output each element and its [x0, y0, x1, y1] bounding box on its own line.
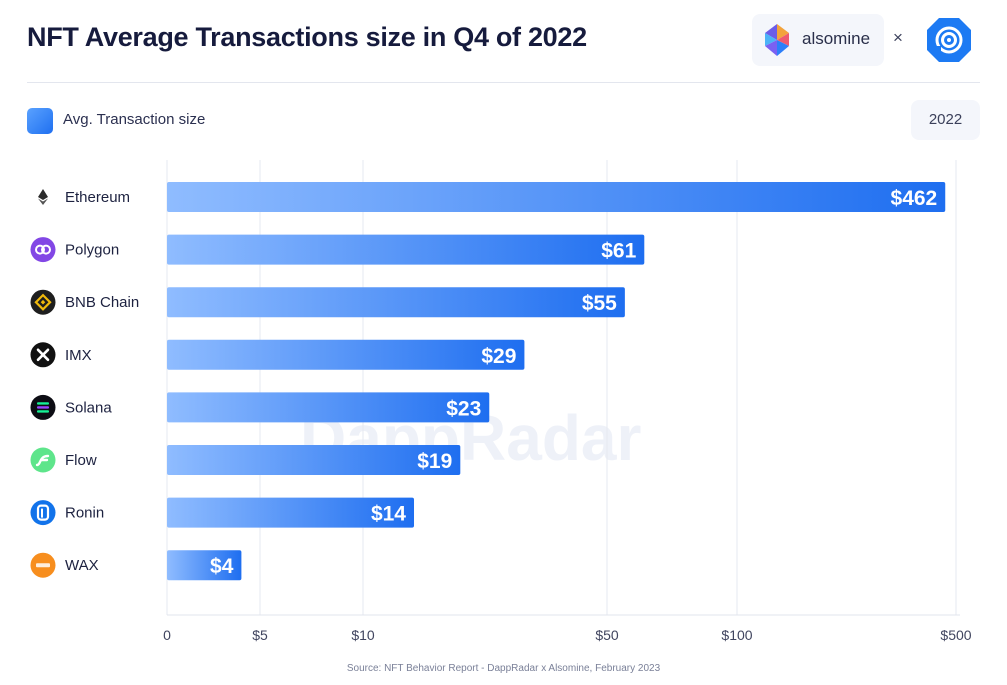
- bar-row: Solana $23: [30, 392, 490, 423]
- bar[interactable]: [167, 550, 242, 581]
- bar-row: Ethereum $462: [38, 182, 946, 212]
- bar-value-label: $4: [210, 555, 234, 578]
- x-tick-label: $50: [595, 627, 619, 643]
- bar-value-label: $23: [446, 397, 481, 420]
- alsomine-brand: alsomine: [752, 14, 884, 66]
- alsomine-logo-icon: [765, 24, 789, 56]
- bar-row: Ronin $14: [30, 497, 415, 528]
- bar[interactable]: [167, 497, 415, 528]
- x-tick-label: $5: [252, 627, 268, 643]
- chart-title: NFT Average Transactions size in Q4 of 2…: [27, 22, 587, 52]
- bar-row: Polygon $61: [30, 234, 645, 265]
- bar-value-label: $55: [582, 292, 617, 315]
- x-tick-label: $500: [940, 627, 971, 643]
- solana-icon: [30, 394, 56, 420]
- category-label: Flow: [65, 452, 97, 469]
- bar[interactable]: [167, 445, 461, 475]
- bar-value-label: $29: [481, 345, 516, 368]
- header-divider: [27, 82, 980, 83]
- bar-row: Flow $19: [30, 445, 461, 475]
- legend-label: Avg. Transaction size: [63, 111, 206, 128]
- dappradar-logo-icon: [927, 18, 971, 62]
- category-label: WAX: [65, 557, 99, 574]
- category-label: Ronin: [65, 505, 104, 522]
- category-label: Solana: [65, 399, 112, 416]
- category-label: BNB Chain: [65, 294, 139, 311]
- flow-icon: [30, 447, 56, 473]
- category-label: IMX: [65, 347, 92, 364]
- legend-swatch: [27, 108, 53, 134]
- ethereum-icon: [38, 189, 48, 205]
- category-label: Polygon: [65, 242, 119, 259]
- imx-icon: [30, 342, 56, 368]
- bar-row: WAX $4: [30, 550, 242, 581]
- bar[interactable]: [167, 339, 525, 370]
- bar-value-label: $61: [601, 240, 636, 263]
- bar[interactable]: [167, 287, 625, 318]
- bar-value-label: $462: [891, 187, 938, 210]
- ronin-icon: [30, 500, 56, 526]
- x-tick-label: $100: [721, 627, 752, 643]
- x-tick-label: 0: [163, 627, 171, 643]
- bar[interactable]: [167, 392, 490, 423]
- bar[interactable]: [167, 182, 946, 212]
- cross-symbol: ×: [893, 28, 903, 47]
- year-badge[interactable]: 2022: [911, 100, 980, 140]
- brand-name: alsomine: [802, 29, 871, 48]
- bar-value-label: $14: [371, 503, 406, 526]
- category-label: Ethereum: [65, 189, 130, 206]
- bar-row: IMX $29: [30, 339, 525, 370]
- bar[interactable]: [167, 234, 645, 265]
- bnb-chain-icon: [30, 289, 56, 315]
- wax-icon: [30, 552, 56, 578]
- polygon-icon: [30, 237, 56, 263]
- source-note: Source: NFT Behavior Report - DappRadar …: [346, 663, 661, 674]
- x-tick-label: $10: [351, 627, 375, 643]
- bar-row: BNB Chain $55: [30, 287, 625, 318]
- bar-value-label: $19: [417, 450, 452, 473]
